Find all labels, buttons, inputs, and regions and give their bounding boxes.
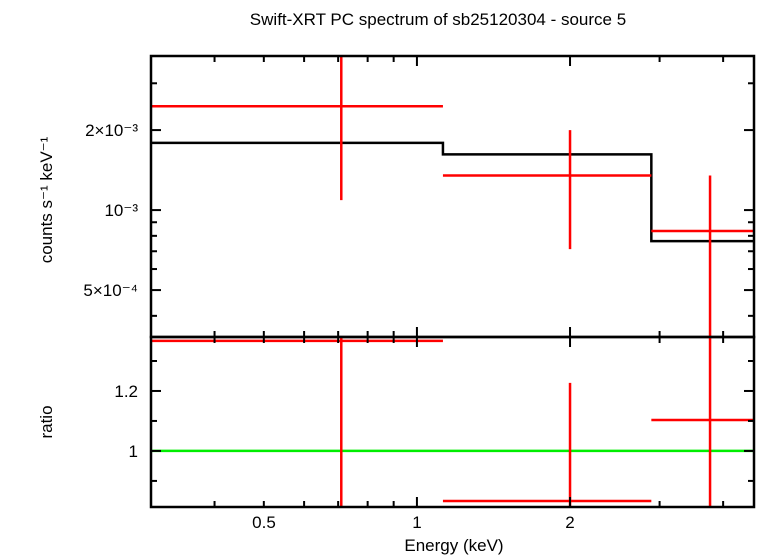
model-step-line — [151, 141, 754, 243]
x-axis-label: Energy (keV) — [404, 536, 503, 555]
bottom-y-axis-label: ratio — [37, 405, 56, 438]
x-tick-label-0: 0.5 — [252, 513, 276, 532]
x-tick-label-2: 2 — [565, 513, 574, 532]
y-tick-label-top-1: 10⁻³ — [104, 201, 138, 220]
y-tick-label-top-2: 5×10⁻⁴ — [83, 281, 138, 300]
panel-frame-1 — [149, 335, 756, 509]
chart-title: Swift-XRT PC spectrum of sb25120304 - so… — [250, 10, 626, 29]
x-tick-label-1: 1 — [412, 513, 421, 532]
panel-frame-0 — [149, 54, 756, 339]
y-tick-label-bottom-1: 1 — [129, 442, 138, 461]
top-y-axis-label: counts s⁻¹ keV⁻¹ — [37, 136, 56, 263]
y-tick-label-bottom-0: 1.2 — [114, 382, 138, 401]
y-tick-label-top-0: 2×10⁻³ — [85, 121, 138, 140]
